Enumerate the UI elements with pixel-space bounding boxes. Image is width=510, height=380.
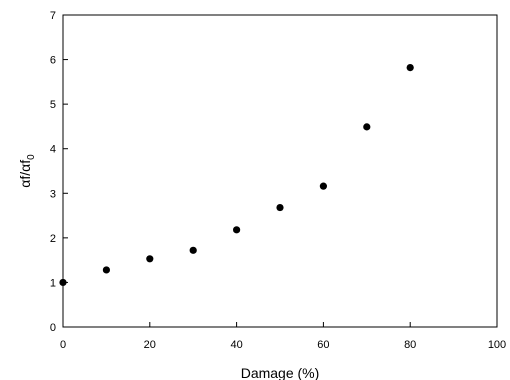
data-point: [146, 255, 154, 263]
y-tick-label: 5: [50, 99, 56, 111]
data-point: [276, 203, 284, 212]
plot-border: [62, 14, 498, 328]
data-point: [363, 123, 371, 131]
y-tick-label: 2: [50, 233, 56, 245]
y-axis-title-subscript: 0: [26, 154, 37, 160]
data-point: [189, 246, 197, 254]
x-tick-label: 60: [317, 339, 329, 351]
y-tick-label: 7: [50, 10, 56, 22]
y-axis-title: αf/αf0: [17, 154, 37, 188]
y-tick-label: 0: [50, 322, 56, 334]
data-point: [102, 266, 110, 274]
y-tick-label: 4: [50, 144, 56, 156]
y-tick-label: 1: [50, 277, 56, 289]
data-point: [233, 226, 241, 234]
y-axis-ticks: 0 1 2 3 4 5 6 7: [50, 10, 68, 334]
data-point: [319, 182, 327, 190]
x-tick-label: 80: [404, 339, 416, 351]
plot-frame: [62, 14, 498, 328]
data-points: [59, 63, 414, 287]
data-point: [406, 63, 414, 72]
x-tick-label: 40: [230, 339, 242, 351]
y-tick-label: 3: [50, 188, 56, 200]
x-axis-ticks: 0 20 40 60 80 100: [60, 322, 506, 351]
x-tick-label: 20: [144, 339, 156, 351]
data-point: [59, 278, 67, 287]
x-axis-title: Damage (%): [241, 365, 320, 380]
x-tick-label: 0: [60, 339, 66, 351]
x-tick-label: 100: [488, 339, 506, 351]
y-tick-label: 6: [50, 55, 56, 67]
y-axis-title-main: αf/αf: [17, 160, 33, 188]
